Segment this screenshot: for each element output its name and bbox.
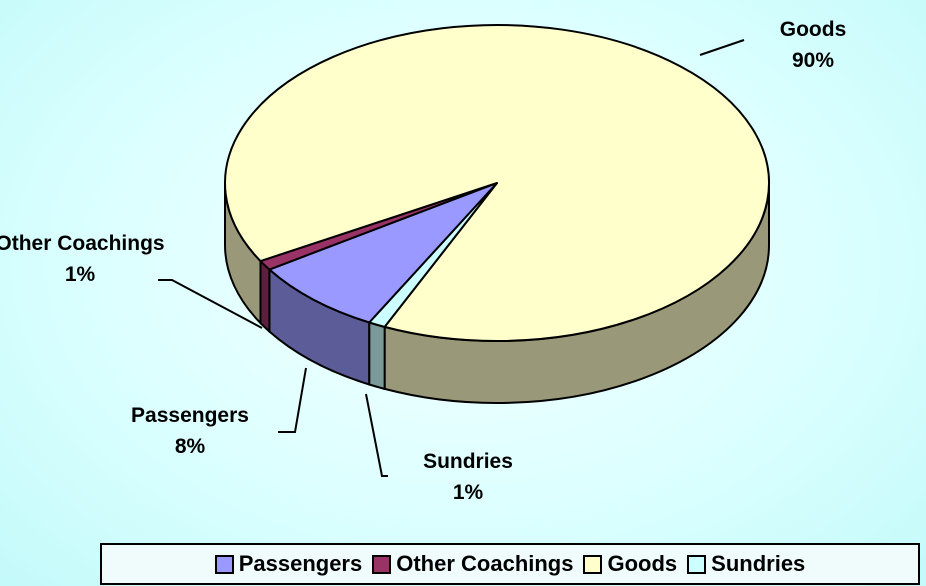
slice-side bbox=[259, 258, 271, 334]
legend-label: Goods bbox=[607, 551, 678, 576]
label-name: Sundries bbox=[423, 450, 513, 473]
legend-item: Sundries bbox=[687, 551, 805, 577]
legend-label: Other Coachings bbox=[396, 551, 574, 576]
legend-label: Passengers bbox=[238, 551, 363, 576]
legend-swatch bbox=[687, 554, 707, 574]
leader-line bbox=[365, 393, 388, 477]
slice-side bbox=[368, 321, 386, 391]
legend-swatch bbox=[372, 554, 392, 574]
label-name: Passengers bbox=[131, 404, 249, 427]
label-value: 1% bbox=[452, 481, 484, 504]
data-label: Other Coachings 1% bbox=[0, 228, 165, 290]
label-value: 90% bbox=[791, 49, 835, 72]
data-label: Passengers 8% bbox=[100, 400, 280, 462]
data-label: Sundries 1% bbox=[393, 446, 543, 508]
label-name: Other Coachings bbox=[0, 232, 165, 255]
leader-line bbox=[278, 367, 307, 433]
slice bbox=[268, 182, 498, 324]
label-value: 8% bbox=[174, 435, 206, 458]
leader-line bbox=[158, 279, 263, 329]
legend-swatch bbox=[214, 554, 234, 574]
legend-item: Goods bbox=[583, 551, 677, 577]
legend-item: Other Coachings bbox=[372, 551, 573, 577]
legend: Passengers Other Coachings Goods Sundries bbox=[100, 543, 920, 585]
label-name: Goods bbox=[779, 18, 847, 41]
label-value: 1% bbox=[64, 263, 96, 286]
legend-swatch bbox=[583, 554, 603, 574]
leader-line bbox=[699, 39, 745, 56]
legend-item: Passengers bbox=[214, 551, 363, 577]
slice bbox=[368, 182, 498, 328]
legend-label: Sundries bbox=[711, 551, 806, 576]
data-label: Goods 90% bbox=[753, 14, 873, 76]
pie-area bbox=[158, 24, 770, 477]
